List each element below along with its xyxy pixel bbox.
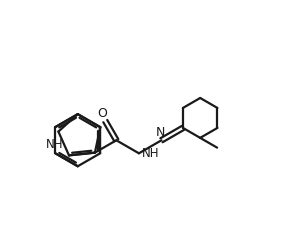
Text: O: O [97,107,107,120]
Text: NH: NH [46,138,63,151]
Text: N: N [156,126,165,138]
Text: NH: NH [141,146,159,159]
